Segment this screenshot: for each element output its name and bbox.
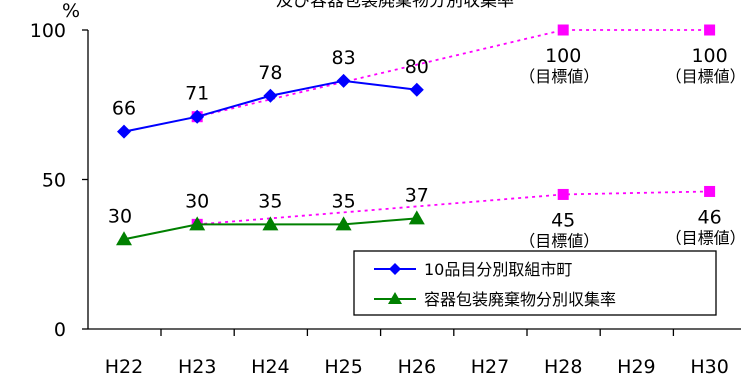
y-axis-unit: % (62, 0, 80, 22)
legend-marker-triangle (388, 292, 402, 304)
y-tick-label: 0 (54, 319, 66, 341)
legend-label: 10品目分別取組市町 (424, 260, 572, 279)
series-point-diamond (409, 82, 424, 97)
series-point-diamond (263, 88, 278, 103)
x-tick-label: H24 (251, 356, 289, 378)
target-point (704, 24, 716, 36)
target-point (557, 24, 569, 36)
x-tick-label: H23 (178, 356, 216, 378)
target-sublabel: （目標値） (519, 67, 599, 86)
y-tick-label: 50 (42, 170, 66, 192)
x-tick-label: H22 (105, 356, 143, 378)
data-label: 66 (112, 98, 136, 120)
series-point-triangle (189, 216, 206, 231)
series-point-triangle (408, 210, 425, 225)
x-tick-label: H30 (690, 356, 728, 378)
target-sublabel: （目標値） (519, 231, 599, 250)
target-value-label: 100 (691, 45, 727, 67)
x-tick-label: H28 (544, 356, 582, 378)
legend-marker-diamond (389, 263, 401, 275)
target-value-label: 46 (698, 206, 722, 228)
series-point-triangle (116, 231, 132, 246)
series-point-triangle (262, 216, 279, 231)
x-tick-label: H25 (324, 356, 362, 378)
data-label: 78 (258, 62, 282, 84)
target-value-label: 45 (551, 209, 575, 231)
x-tick-label: H29 (617, 356, 655, 378)
series-point-triangle (335, 216, 352, 231)
y-tick-label: 100 (30, 20, 66, 42)
target-point (704, 185, 716, 197)
x-tick-label: H26 (398, 356, 436, 378)
data-label: 35 (258, 190, 282, 212)
x-tick-label: H27 (471, 356, 509, 378)
target-sublabel: （目標値） (666, 228, 741, 247)
data-label: 30 (108, 205, 132, 227)
series-line-0 (123, 79, 417, 133)
series-point-diamond (190, 109, 205, 124)
data-label: 35 (332, 190, 356, 212)
target-sublabel: （目標値） (666, 67, 741, 86)
legend-label: 容器包装廃棄物分別収集率 (424, 290, 616, 309)
target-value-label: 100 (545, 45, 581, 67)
data-label: 30 (185, 190, 209, 212)
data-label: 83 (332, 47, 356, 69)
chart-title: 及び容器包装廃棄物分別収集率 (276, 0, 514, 11)
series-point-diamond (117, 124, 131, 139)
legend-box (353, 250, 717, 316)
target-point (557, 188, 569, 200)
data-label: 37 (405, 184, 429, 206)
data-label: 80 (405, 56, 429, 78)
data-label: 71 (185, 83, 209, 105)
target-line-1 (197, 190, 710, 226)
series-point-diamond (336, 73, 351, 88)
